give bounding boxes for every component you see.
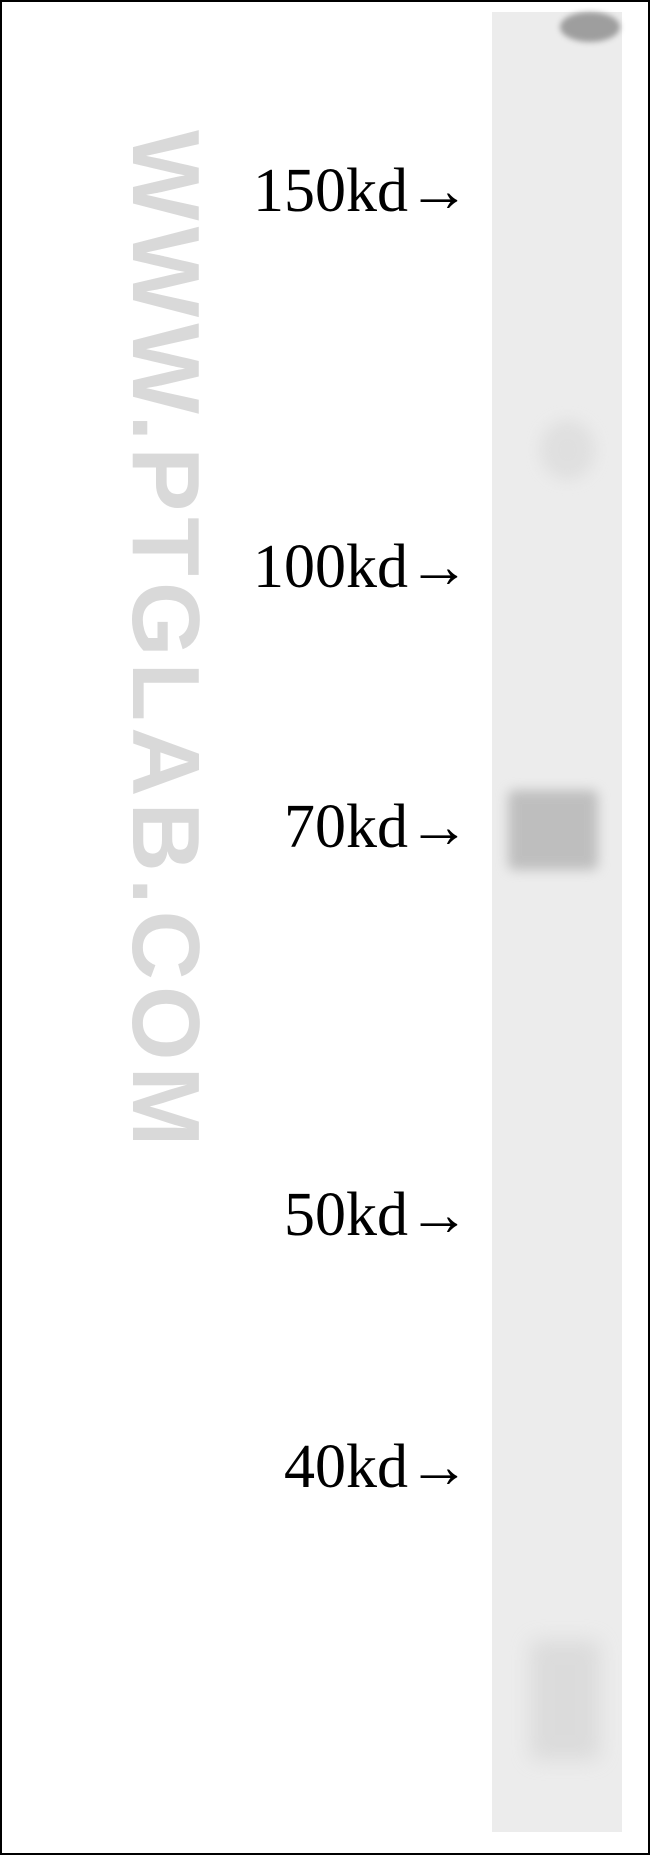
marker-100kd: 100kd→ xyxy=(0,532,470,603)
marker-label-text: 150kd→ xyxy=(253,157,470,225)
marker-40kd: 40kd→ xyxy=(0,1432,470,1503)
marker-label-text: 40kd→ xyxy=(284,1433,470,1501)
smudge-mid xyxy=(540,420,595,480)
watermark-text: WWW.PTGLAB.COM xyxy=(110,130,220,1152)
marker-label-text: 100kd→ xyxy=(253,533,470,601)
band-70kd xyxy=(508,790,598,870)
marker-70kd: 70kd→ xyxy=(0,792,470,863)
marker-150kd: 150kd→ xyxy=(0,156,470,227)
blot-lane xyxy=(492,12,622,1832)
band-low-smear xyxy=(530,1640,600,1760)
smudge-top xyxy=(560,12,620,42)
marker-label-text: 70kd→ xyxy=(284,793,470,861)
marker-50kd: 50kd→ xyxy=(0,1180,470,1251)
marker-label-text: 50kd→ xyxy=(284,1181,470,1249)
